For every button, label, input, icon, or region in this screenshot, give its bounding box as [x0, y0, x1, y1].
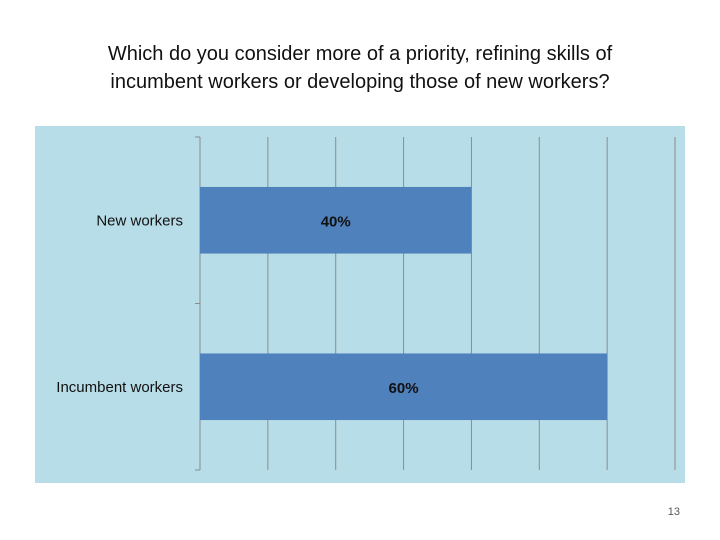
slide-title: Which do you consider more of a priority…	[40, 40, 680, 96]
category-label: Incumbent workers	[56, 379, 183, 396]
data-label: 40%	[321, 213, 351, 230]
bars	[200, 186, 608, 421]
data-labels: 40% 60%	[321, 213, 419, 397]
slide-title-line-2: incumbent workers or developing those of…	[110, 71, 610, 93]
category-labels: New workers Incumbent workers	[56, 212, 183, 396]
plot-area	[35, 126, 685, 483]
data-label: 60%	[389, 380, 419, 397]
slide-title-line-1: Which do you consider more of a priority…	[107, 43, 613, 65]
bar-incumbent-workers	[200, 353, 608, 421]
category-label: New workers	[96, 212, 183, 229]
bar-new-workers	[200, 186, 472, 254]
page-number: 13	[667, 506, 680, 518]
